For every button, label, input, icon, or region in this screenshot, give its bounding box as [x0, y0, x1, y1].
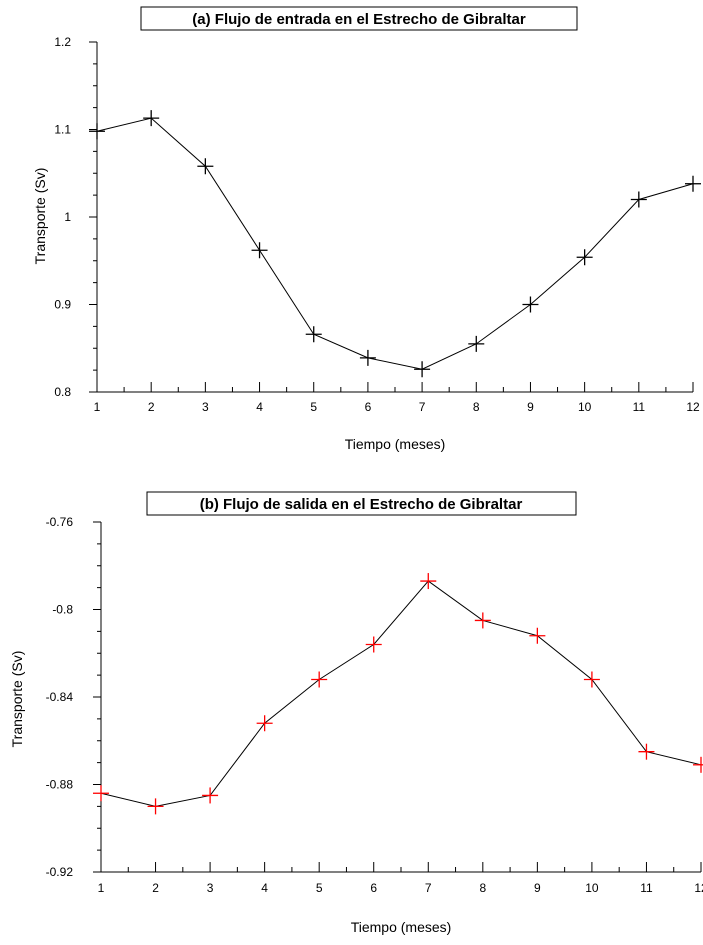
chart-b-y-tick-label: -0.92 — [46, 865, 74, 879]
chart-b-data-point — [256, 715, 273, 732]
chart-a-x-tick-label: 3 — [202, 400, 209, 414]
chart-a-x-tick-label: 5 — [310, 400, 317, 414]
chart-a-x-tick-label: 9 — [527, 400, 534, 414]
chart-a-data-point — [89, 123, 105, 140]
chart-a-y-tick-label: 1.1 — [54, 123, 71, 137]
chart-a-data-point — [685, 175, 701, 192]
chart-b-x-tick-label: 2 — [152, 881, 159, 895]
chart-b-data-point — [583, 671, 600, 688]
chart-a-data-point — [305, 326, 322, 343]
chart-b-data-point — [202, 787, 219, 804]
chart-a-x-tick-label: 8 — [473, 400, 480, 414]
chart-b-data-point — [147, 798, 164, 815]
chart-b-x-tick-label: 7 — [425, 881, 432, 895]
chart-b-data-point — [93, 785, 109, 802]
panel-b: (b) Flujo de salida en el Estrecho de Gi… — [9, 491, 703, 935]
chart-a-series-line — [96, 117, 694, 370]
chart-a-y-tick-label: 0.9 — [54, 298, 71, 312]
panel-a: (a) Flujo de entrada en el Estrecho de G… — [32, 6, 701, 452]
chart-a-x-tick-label: 2 — [148, 400, 155, 414]
chart-b-x-tick-label: 12 — [694, 881, 703, 895]
chart-a-data-point — [414, 361, 431, 378]
chart-b-data-point — [365, 636, 382, 653]
chart-a-ylabel: Transporte (Sv) — [32, 168, 48, 265]
chart-b-title-box — [146, 491, 577, 516]
chart-b-y-tick-label: -0.8 — [52, 603, 73, 617]
chart-b-data-point — [474, 612, 491, 629]
chart-b-x-tick-label: 3 — [207, 881, 214, 895]
chart-b-xlabel: Tiempo (meses) — [351, 919, 452, 935]
chart-b-series-line — [100, 580, 702, 807]
chart-b-x-tick-label: 11 — [640, 881, 653, 895]
chart-a-x-tick-label: 12 — [686, 400, 700, 414]
chart-b-y-tick-label: -0.88 — [46, 778, 74, 792]
chart-b-data-point — [693, 756, 703, 773]
chart-a-y-tick-label: 1 — [64, 210, 71, 224]
chart-b-x-tick-label: 10 — [585, 881, 599, 895]
chart-b-data-point — [420, 573, 437, 590]
chart-a-x-tick-label: 1 — [94, 400, 101, 414]
chart-a-data-point — [630, 191, 647, 208]
chart-b-data-point — [311, 671, 328, 688]
chart-b-x-tick-label: 4 — [261, 881, 268, 895]
chart-a-title-box — [140, 6, 578, 31]
chart-b-data-point — [529, 627, 546, 644]
chart-b-x-tick-label: 5 — [316, 881, 323, 895]
chart-a-data-point — [359, 349, 376, 366]
chart-a-x-tick-label: 4 — [256, 400, 263, 414]
chart-b-y-tick-label: -0.76 — [46, 515, 74, 529]
chart-a-x-tick-label: 6 — [365, 400, 372, 414]
chart-a-data-point — [468, 335, 485, 352]
chart-b-data-point — [638, 743, 655, 760]
chart-b-x-tick-label: 6 — [370, 881, 377, 895]
chart-a-title: (a) Flujo de entrada en el Estrecho de G… — [192, 11, 526, 28]
chart-b-x-tick-label: 1 — [98, 881, 105, 895]
chart-a-data-point — [143, 110, 160, 127]
chart-a-x-tick-label: 11 — [633, 400, 646, 414]
chart-a-y-tick-label: 1.2 — [54, 35, 71, 49]
chart-b-x-tick-label: 9 — [534, 881, 541, 895]
chart-a-data-point — [197, 158, 214, 175]
chart-b-title: (b) Flujo de salida en el Estrecho de Gi… — [200, 496, 523, 513]
chart-b-ylabel: Transporte (Sv) — [9, 651, 25, 748]
chart-a-x-tick-label: 7 — [419, 400, 426, 414]
chart-a-x-tick-label: 10 — [578, 400, 592, 414]
chart-a-data-point — [522, 296, 539, 313]
chart-b-y-tick-label: -0.84 — [46, 690, 74, 704]
chart-a-data-point — [251, 242, 268, 259]
chart-a-data-point — [576, 249, 593, 266]
chart-b-x-tick-label: 8 — [479, 881, 486, 895]
chart-a-xlabel: Tiempo (meses) — [345, 436, 446, 452]
chart-a-y-tick-label: 0.8 — [54, 385, 71, 399]
